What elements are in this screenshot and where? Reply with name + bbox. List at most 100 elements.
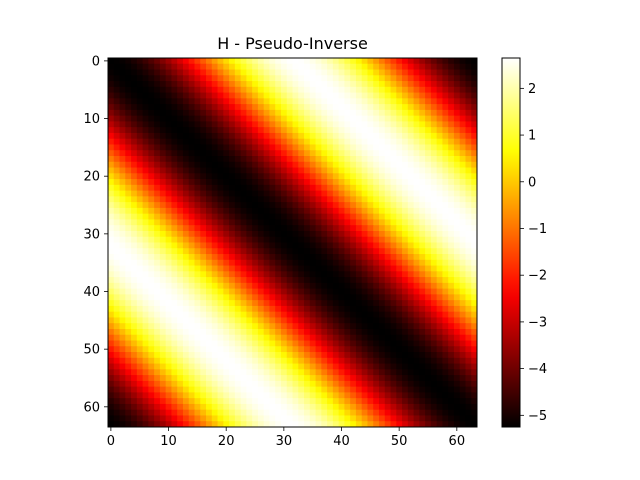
heatmap-cell	[344, 288, 351, 295]
heatmap-cell	[344, 265, 351, 272]
heatmap-cell	[108, 277, 115, 284]
heatmap-cell	[148, 282, 155, 290]
heatmap-cell	[430, 138, 438, 145]
heatmap-cell	[338, 282, 345, 290]
heatmap-cell	[413, 392, 420, 399]
heatmap-cell	[338, 409, 345, 416]
heatmap-cell	[159, 69, 167, 76]
heatmap-cell	[142, 282, 149, 290]
heatmap-cell	[373, 254, 380, 261]
heatmap-cell	[465, 242, 472, 249]
heatmap-cell	[355, 334, 363, 342]
heatmap-cell	[373, 156, 380, 163]
heatmap-cell	[298, 386, 305, 393]
heatmap-cell	[240, 317, 247, 324]
heatmap-cell	[384, 392, 392, 399]
heatmap-cell	[430, 311, 438, 318]
heatmap-cell	[263, 156, 270, 163]
heatmap-cell	[148, 81, 155, 88]
heatmap-cell	[223, 75, 230, 82]
heatmap-cell	[321, 213, 328, 220]
heatmap-cell	[142, 184, 149, 192]
heatmap-cell	[194, 207, 201, 215]
heatmap-cell	[125, 161, 132, 169]
heatmap-cell	[240, 230, 247, 238]
heatmap-cell	[257, 69, 265, 76]
heatmap-cell	[407, 144, 415, 151]
heatmap-cell	[430, 398, 438, 405]
heatmap-cell	[373, 392, 380, 399]
heatmap-cell	[286, 369, 293, 376]
heatmap-cell	[304, 363, 311, 370]
heatmap-cell	[396, 236, 403, 243]
heatmap-cell	[298, 98, 305, 105]
heatmap-cell	[125, 340, 132, 347]
heatmap-cell	[373, 132, 380, 140]
heatmap-cell	[269, 115, 276, 122]
heatmap-cell	[108, 363, 115, 370]
heatmap-cell	[269, 340, 276, 347]
heatmap-cell	[344, 196, 351, 203]
heatmap-cell	[298, 230, 305, 238]
heatmap-cell	[206, 190, 213, 197]
heatmap-cell	[275, 138, 282, 145]
heatmap-cell	[355, 375, 363, 382]
heatmap-cell	[304, 63, 311, 71]
heatmap-cell	[413, 173, 420, 180]
heatmap-cell	[131, 415, 138, 422]
heatmap-cell	[206, 179, 213, 186]
heatmap-cell	[188, 334, 195, 342]
heatmap-cell	[390, 248, 397, 255]
heatmap-cell	[113, 271, 121, 278]
heatmap-cell	[332, 179, 340, 186]
heatmap-cell	[355, 86, 363, 94]
heatmap-cell	[332, 115, 340, 122]
heatmap-cell	[280, 265, 288, 272]
heatmap-cell	[229, 311, 236, 318]
heatmap-cell	[171, 173, 178, 180]
heatmap-cell	[407, 156, 415, 163]
heatmap-cell	[390, 144, 397, 151]
heatmap-cell	[459, 403, 466, 411]
heatmap-cell	[148, 300, 155, 307]
heatmap-cell	[275, 104, 282, 111]
heatmap-cell	[453, 421, 461, 428]
heatmap-cell	[292, 225, 299, 232]
heatmap-cell	[327, 63, 334, 71]
heatmap-cell	[252, 184, 259, 192]
heatmap-cell	[194, 179, 201, 186]
heatmap-cell	[252, 375, 259, 382]
heatmap-cell	[246, 230, 253, 238]
heatmap-cell	[252, 138, 259, 145]
heatmap-cell	[298, 132, 305, 140]
heatmap-cell	[459, 115, 466, 122]
heatmap-cell	[200, 288, 207, 295]
chart-title: H - Pseudo-Inverse	[217, 34, 368, 53]
heatmap-cell	[413, 357, 420, 365]
heatmap-cell	[148, 58, 155, 65]
heatmap-cell	[148, 328, 155, 336]
heatmap-cell	[419, 403, 426, 411]
heatmap-cell	[136, 115, 144, 122]
heatmap-cell	[142, 386, 149, 393]
heatmap-cell	[229, 352, 236, 359]
heatmap-cell	[309, 207, 317, 215]
heatmap-cell	[119, 207, 126, 215]
heatmap-cell	[182, 202, 190, 209]
heatmap-cell	[459, 380, 466, 388]
heatmap-cell	[344, 104, 351, 111]
heatmap-cell	[367, 58, 374, 65]
heatmap-cell	[350, 104, 357, 111]
heatmap-cell	[384, 115, 392, 122]
heatmap-cell	[234, 421, 242, 428]
heatmap-cell	[402, 63, 409, 71]
heatmap-cell	[419, 282, 426, 290]
heatmap-cell	[327, 81, 334, 88]
heatmap-cell	[131, 173, 138, 180]
heatmap-cell	[407, 104, 415, 111]
heatmap-cell	[442, 230, 449, 238]
heatmap-cell	[286, 121, 293, 128]
heatmap-cell	[465, 121, 472, 128]
heatmap-cell	[171, 415, 178, 422]
heatmap-cell	[269, 150, 276, 157]
